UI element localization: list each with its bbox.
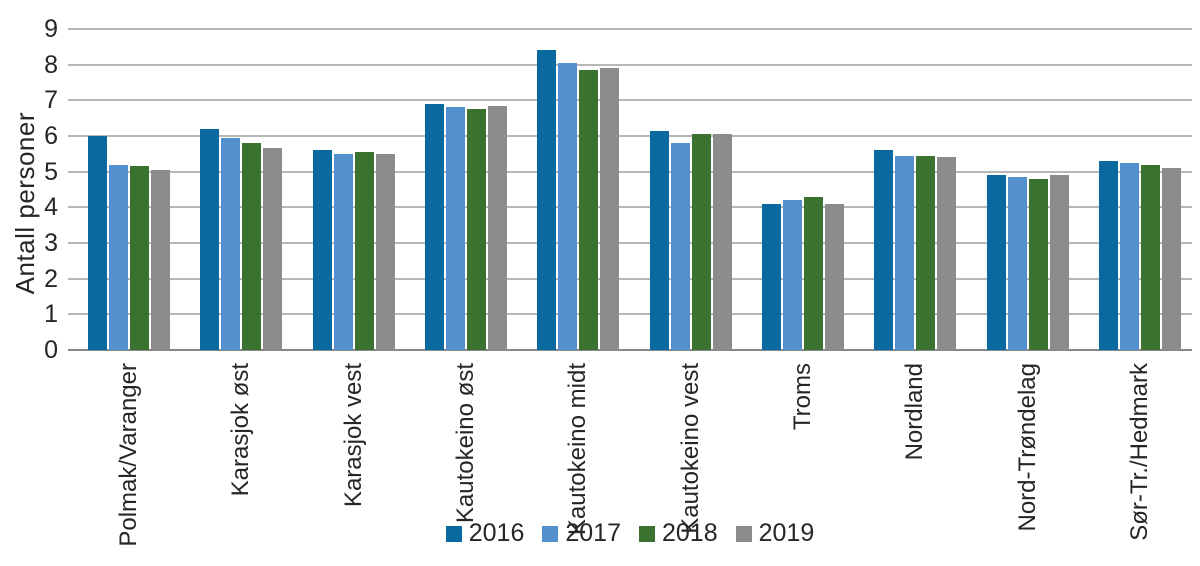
- x-label-nordland: Nordland: [901, 363, 929, 461]
- legend-swatch-2018: [639, 525, 655, 542]
- bar-2016-karasjok-st: [200, 128, 220, 350]
- gridline-y-4: [68, 206, 1192, 209]
- bar-2016-kautokeino-st: [425, 103, 445, 350]
- y-tick-label-5: 5: [44, 157, 58, 186]
- bar-2019-s-r-tr-hedmark: [1162, 168, 1182, 350]
- bar-2017-nordland: [895, 155, 915, 350]
- bar-2018-s-r-tr-hedmark: [1141, 164, 1161, 350]
- bar-2017-kautokeino-midt: [558, 62, 578, 350]
- x-label-karasjok-st: Karasjok øst: [227, 363, 255, 497]
- legend-item-2019: 2019: [735, 519, 815, 548]
- x-label-s-r-tr-hedmark: Sør-Tr./Hedmark: [1126, 363, 1154, 541]
- bar-2016-troms: [762, 203, 782, 350]
- bar-2019-polmak-varanger: [151, 169, 170, 350]
- y-tick-label-8: 8: [44, 50, 58, 79]
- legend-item-2018: 2018: [639, 519, 718, 548]
- legend-swatch-2017: [542, 525, 559, 542]
- bar-2016-nord-tr-ndelag: [986, 175, 1006, 350]
- bar-2017-polmak-varanger: [109, 164, 128, 350]
- gridline-y-9: [68, 28, 1192, 30]
- bar-2017-kautokeino-st: [446, 107, 466, 350]
- x-label-kautokeino-vest: Kautokeino vest: [676, 363, 704, 534]
- bar-2016-nordland: [874, 150, 894, 350]
- y-tick-label-0: 0: [44, 336, 58, 364]
- legend-label-2016: 2016: [468, 519, 525, 547]
- bar-2018-nordland: [916, 155, 936, 350]
- legend-label-2017: 2017: [565, 519, 621, 547]
- bar-2018-kautokeino-st: [467, 109, 487, 350]
- y-tick-label-1: 1: [44, 300, 58, 329]
- bar-2018-karasjok-vest: [354, 152, 374, 350]
- y-tick-label-3: 3: [44, 229, 58, 257]
- y-tick-label-4: 4: [44, 193, 58, 222]
- gridline-y-3: [68, 242, 1192, 244]
- x-label-kautokeino-midt: Kautokeino midt: [564, 363, 592, 536]
- plot-area: [68, 28, 1192, 351]
- gridline-y-5: [68, 170, 1192, 173]
- gridline-y-8: [68, 63, 1192, 66]
- gridline-y-6: [68, 135, 1192, 137]
- bar-2016-karasjok-vest: [312, 150, 332, 350]
- bar-2017-troms: [783, 200, 803, 350]
- bar-2018-polmak-varanger: [130, 166, 149, 350]
- x-label-kautokeino-st: Kautokeino øst: [452, 363, 480, 524]
- bar-2019-kautokeino-midt: [600, 68, 620, 350]
- bar-2018-nord-tr-ndelag: [1028, 178, 1048, 350]
- y-tick-label-7: 7: [44, 86, 58, 115]
- bar-2017-s-r-tr-hedmark: [1120, 162, 1140, 350]
- bar-2016-kautokeino-vest: [649, 130, 669, 350]
- gridline-y-1: [68, 313, 1192, 316]
- gridline-y-7: [68, 99, 1192, 102]
- x-label-karasjok-vest: Karasjok vest: [339, 363, 367, 508]
- y-tick-label-6: 6: [44, 122, 58, 150]
- bar-2019-kautokeino-vest: [712, 134, 732, 350]
- x-label-nord-tr-ndelag: Nord-Trøndelag: [1013, 363, 1041, 532]
- bar-2016-s-r-tr-hedmark: [1099, 160, 1119, 350]
- y-axis-tick-labels: 0 1 2 3 4 5 6 7 8 9: [0, 0, 58, 566]
- bar-2016-polmak-varanger: [88, 136, 107, 350]
- legend-label-2019: 2019: [758, 519, 815, 547]
- bar-2018-karasjok-st: [242, 143, 262, 350]
- y-tick-label-9: 9: [44, 15, 58, 43]
- legend-label-2018: 2018: [662, 519, 718, 547]
- bar-2019-karasjok-st: [263, 148, 283, 350]
- bar-2019-karasjok-vest: [375, 153, 395, 350]
- bar-2017-karasjok-vest: [333, 153, 353, 350]
- legend-item-2017: 2017: [542, 519, 621, 548]
- bar-2017-karasjok-st: [221, 137, 241, 350]
- legend-swatch-2019: [735, 525, 752, 542]
- bar-2019-troms: [825, 203, 845, 350]
- x-label-troms: Troms: [789, 363, 817, 431]
- legend-item-2016: 2016: [445, 519, 525, 548]
- bar-2018-troms: [804, 196, 824, 350]
- bar-2019-nordland: [937, 157, 957, 350]
- bar-2018-kautokeino-vest: [691, 134, 711, 350]
- bar-2017-kautokeino-vest: [670, 143, 690, 350]
- x-axis-line: [68, 349, 1192, 351]
- y-tick-label-2: 2: [44, 264, 58, 293]
- bar-2018-kautokeino-midt: [579, 70, 599, 350]
- gridline-y-2: [68, 277, 1192, 280]
- legend-swatch-2016: [445, 525, 462, 542]
- legend: 2016 2017 2018 2019: [68, 519, 1192, 548]
- bar-2016-kautokeino-midt: [537, 50, 557, 350]
- bar-2017-nord-tr-ndelag: [1007, 177, 1027, 350]
- bar-2019-kautokeino-st: [488, 105, 508, 350]
- x-axis-category-labels: Polmak/Varanger Karasjok øst Karasjok vest…: [68, 363, 1192, 547]
- bar-2019-nord-tr-ndelag: [1049, 175, 1069, 350]
